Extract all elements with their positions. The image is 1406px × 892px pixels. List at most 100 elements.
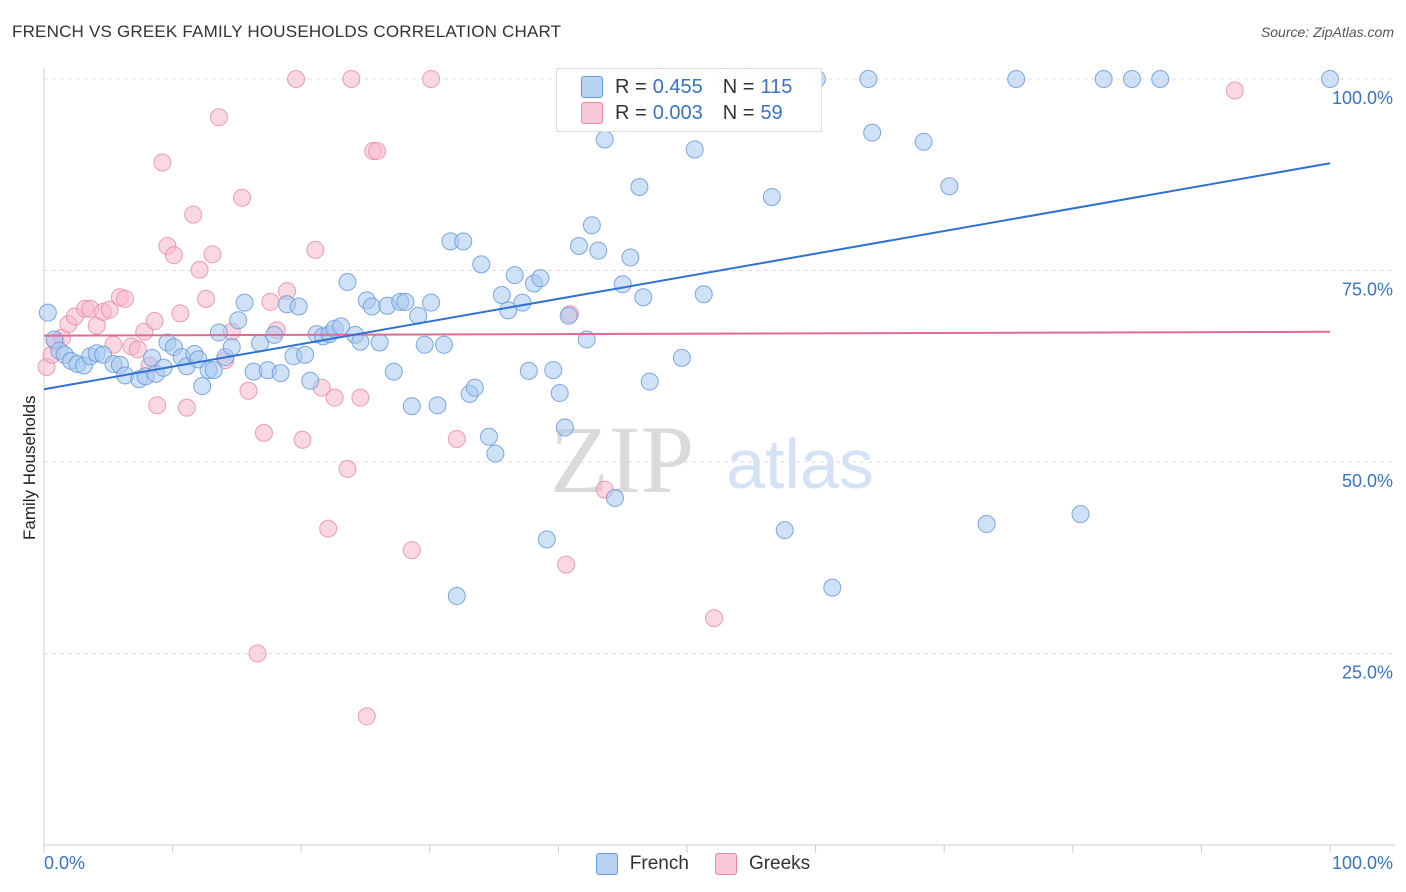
- french-point: [505, 266, 524, 285]
- x-tick-label: 0.0%: [44, 853, 85, 873]
- french-point: [513, 293, 532, 312]
- french-point: [775, 521, 794, 540]
- french-point: [550, 384, 569, 403]
- greeks-points: [37, 70, 1244, 726]
- greeks-point: [357, 707, 376, 726]
- french-point: [640, 372, 659, 391]
- french-point: [559, 306, 578, 325]
- french-point: [301, 371, 320, 390]
- greeks-point: [100, 300, 119, 319]
- source-label: Source: ZipAtlas.com: [1260, 24, 1394, 40]
- french-point: [823, 578, 842, 597]
- french-point: [569, 236, 588, 255]
- french-point: [454, 232, 473, 251]
- french-point: [472, 255, 491, 274]
- french-point: [415, 335, 434, 354]
- y-tick-label: 50.0%: [1342, 471, 1393, 491]
- r-label: R =: [615, 101, 647, 124]
- french-point: [685, 140, 704, 159]
- french-point: [863, 123, 882, 142]
- greeks-trend-line: [43, 330, 1331, 337]
- french-legend-swatch: [595, 853, 618, 875]
- french-point: [351, 332, 370, 351]
- greeks-point: [351, 388, 370, 407]
- french-point: [492, 286, 511, 305]
- french-point: [465, 378, 484, 397]
- french-point: [422, 293, 441, 312]
- french-point: [402, 397, 421, 416]
- greeks-point: [254, 423, 273, 442]
- french-point: [209, 323, 228, 342]
- chart-title: FRENCH VS GREEK FAMILY HOUSEHOLDS CORREL…: [12, 22, 562, 41]
- french-point: [762, 187, 781, 206]
- french-point: [977, 515, 996, 534]
- french-point: [362, 297, 381, 316]
- french-point: [296, 345, 315, 364]
- r-label: R =: [615, 75, 647, 98]
- y-tick-label: 75.0%: [1342, 280, 1393, 300]
- greeks-point: [306, 240, 325, 259]
- french-point: [634, 288, 653, 307]
- french-point: [694, 285, 713, 304]
- greeks-point: [148, 396, 167, 415]
- french-point: [544, 361, 563, 380]
- trend-lines: [43, 162, 1331, 391]
- french-point: [672, 348, 691, 367]
- french-n-value: 115: [760, 75, 793, 98]
- french-point: [630, 178, 649, 197]
- greeks-point: [128, 340, 147, 359]
- watermark: ZIP atlas: [550, 406, 874, 513]
- french-point: [940, 177, 959, 196]
- axes: [43, 68, 1395, 853]
- french-trend-line: [43, 162, 1331, 391]
- greeks-point: [190, 260, 209, 279]
- french-point: [434, 335, 453, 354]
- french-point: [621, 248, 640, 267]
- y-tick-label: 100.0%: [1332, 88, 1393, 108]
- french-point: [595, 130, 614, 149]
- french-point: [589, 241, 608, 260]
- french-point: [204, 361, 223, 380]
- greeks-point: [293, 430, 312, 449]
- greeks-point: [261, 292, 280, 311]
- greeks-point: [203, 245, 222, 264]
- french-legend-label: French: [629, 853, 689, 874]
- french-point: [1007, 70, 1026, 88]
- french-point: [1321, 70, 1339, 88]
- greeks-point: [342, 70, 361, 88]
- legend-item-french: French: [595, 853, 689, 875]
- french-point: [229, 311, 248, 330]
- y-tick-label: 25.0%: [1342, 663, 1393, 683]
- greeks-point: [164, 246, 183, 265]
- tick-labels: 25.0% 50.0% 75.0% 100.0% 0.0% 100.0%: [44, 88, 1393, 873]
- french-point: [1094, 70, 1113, 88]
- greeks-point: [177, 398, 196, 417]
- greeks-point: [1225, 81, 1244, 100]
- french-point: [1122, 70, 1141, 88]
- greeks-point: [319, 519, 338, 538]
- greeks-point: [248, 644, 267, 663]
- french-point: [396, 292, 415, 311]
- y-axis-title: Family Households: [20, 395, 39, 540]
- greeks-point: [239, 381, 258, 400]
- french-point: [289, 297, 308, 316]
- french-swatch: [581, 76, 603, 98]
- greeks-point: [209, 108, 228, 127]
- french-r-value: 0.455: [652, 75, 703, 98]
- greeks-point: [184, 205, 203, 224]
- greeks-point: [338, 459, 357, 478]
- french-point: [447, 587, 466, 606]
- french-point: [613, 275, 632, 294]
- greeks-point: [368, 142, 387, 161]
- n-label: N =: [722, 101, 755, 124]
- french-point: [859, 70, 878, 88]
- french-point: [1071, 505, 1090, 524]
- greeks-point: [233, 188, 252, 207]
- french-point: [370, 333, 389, 352]
- stats-legend: R = 0.455 N = 115 R = 0.003 N = 59: [556, 68, 822, 132]
- n-label: N =: [722, 75, 755, 98]
- french-point: [428, 396, 447, 415]
- french-point: [537, 530, 556, 549]
- legend-row-greeks: R = 0.003 N = 59: [581, 100, 783, 126]
